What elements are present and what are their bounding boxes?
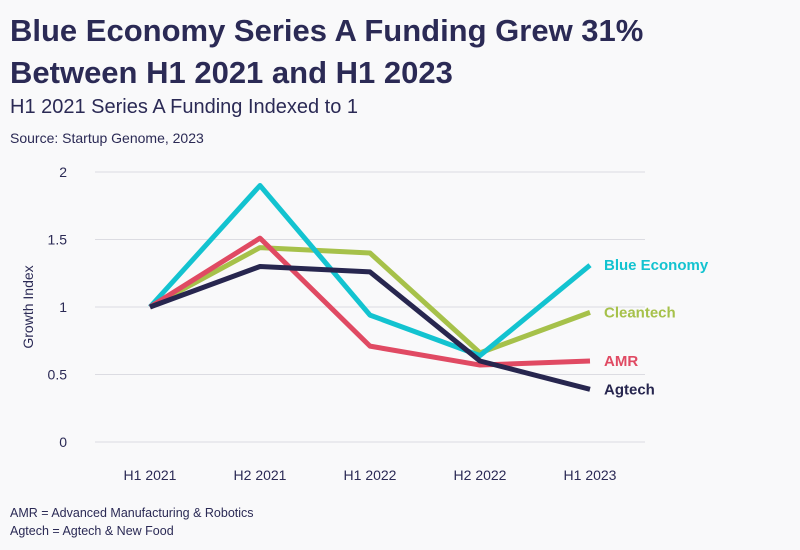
y-tick-label: 0.5 — [48, 367, 68, 383]
series-label-amr: AMR — [604, 353, 638, 370]
footnote-amr: AMR = Advanced Manufacturing & Robotics — [10, 506, 254, 520]
y-tick-label: 0 — [59, 434, 67, 450]
gridlines — [95, 171, 645, 443]
series-line-agtech — [149, 264, 591, 392]
x-axis-ticks: H1 2021 H2 2021 H1 2022 H2 2022 H1 2023 — [124, 467, 617, 483]
series-line-cleantech — [148, 245, 591, 356]
chart-title-line-2: Between H1 2021 and H1 2023 — [10, 55, 453, 90]
series-label-agtech: Agtech — [604, 381, 655, 398]
chart-title: Blue Economy Series A Funding Grew 31% B… — [10, 10, 790, 94]
series-line-blue-economy — [148, 183, 592, 359]
series-label-blue-economy: Blue Economy — [604, 257, 709, 274]
x-tick-label: H2 2022 — [454, 467, 507, 483]
series-end-labels: Blue Economy Cleantech AMR Agtech — [604, 257, 709, 398]
chart-title-line-1: Blue Economy Series A Funding Grew 31% — [10, 13, 644, 48]
y-tick-label: 2 — [59, 164, 67, 180]
y-axis-label: Growth Index — [20, 265, 36, 348]
chart-subtitle: H1 2021 Series A Funding Indexed to 1 — [10, 96, 359, 118]
chart-source: Source: Startup Genome, 2023 — [10, 130, 204, 146]
x-tick-label: H1 2022 — [344, 467, 397, 483]
series-label-cleantech: Cleantech — [604, 304, 676, 321]
x-tick-label: H1 2023 — [564, 467, 617, 483]
y-axis-ticks: 0 0.5 1 1.5 2 — [48, 164, 68, 450]
series-line-amr — [148, 235, 591, 368]
footnote-agtech: Agtech = Agtech & New Food — [10, 524, 174, 538]
x-tick-label: H1 2021 — [124, 467, 177, 483]
y-tick-label: 1 — [59, 299, 67, 315]
x-tick-label: H2 2021 — [234, 467, 287, 483]
series-lines — [148, 183, 592, 392]
y-tick-label: 1.5 — [48, 232, 68, 248]
